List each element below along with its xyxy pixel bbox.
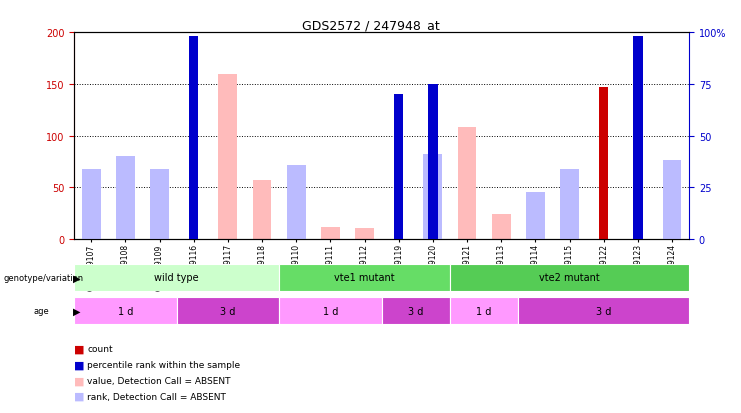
Bar <box>599 88 608 240</box>
Bar <box>450 297 518 324</box>
Text: 1 d: 1 d <box>476 306 492 316</box>
Bar <box>279 264 450 291</box>
Bar <box>82 169 101 240</box>
Bar <box>82 186 101 240</box>
Bar <box>355 228 374 240</box>
Text: ■: ■ <box>74 360 84 370</box>
Bar <box>321 227 340 240</box>
Bar <box>394 157 404 240</box>
Bar <box>526 192 545 240</box>
Text: 1 d: 1 d <box>322 306 338 316</box>
Bar <box>150 186 169 240</box>
Bar <box>560 169 579 240</box>
Bar <box>394 95 404 240</box>
Text: ■: ■ <box>74 391 84 401</box>
Bar <box>633 67 642 240</box>
Bar <box>518 297 689 324</box>
Bar <box>458 128 476 240</box>
Text: genotype/variation: genotype/variation <box>4 273 84 282</box>
Bar <box>150 169 169 240</box>
Bar <box>428 147 438 240</box>
Bar <box>287 165 305 240</box>
Text: ■: ■ <box>74 344 84 354</box>
Text: 3 d: 3 d <box>596 306 611 316</box>
Text: ▶: ▶ <box>73 273 80 283</box>
Text: ■: ■ <box>74 375 84 385</box>
Text: 1 d: 1 d <box>118 306 133 316</box>
Bar <box>633 37 642 240</box>
Bar <box>116 157 135 240</box>
Text: count: count <box>87 344 113 354</box>
Bar <box>662 164 682 240</box>
Bar <box>176 297 279 324</box>
Bar <box>116 174 135 240</box>
Bar <box>382 297 450 324</box>
Text: value, Detection Call = ABSENT: value, Detection Call = ABSENT <box>87 376 231 385</box>
Bar <box>189 37 199 240</box>
Bar <box>74 264 279 291</box>
Bar <box>189 87 199 240</box>
Bar <box>74 297 176 324</box>
Text: 3 d: 3 d <box>220 306 236 316</box>
Text: wild type: wild type <box>154 273 199 283</box>
Text: GDS2572 / 247948_at: GDS2572 / 247948_at <box>302 19 439 31</box>
Text: 3 d: 3 d <box>408 306 423 316</box>
Bar <box>219 74 237 240</box>
Bar <box>450 264 689 291</box>
Bar <box>560 188 579 240</box>
Bar <box>423 155 442 240</box>
Text: ▶: ▶ <box>73 306 80 316</box>
Text: percentile rank within the sample: percentile rank within the sample <box>87 360 241 369</box>
Bar <box>492 215 511 240</box>
Bar <box>279 297 382 324</box>
Bar <box>662 161 682 240</box>
Text: vte1 mutant: vte1 mutant <box>334 273 395 283</box>
Bar <box>428 85 438 240</box>
Text: age: age <box>33 306 49 316</box>
Bar <box>253 181 271 240</box>
Text: rank, Detection Call = ABSENT: rank, Detection Call = ABSENT <box>87 392 226 401</box>
Text: vte2 mutant: vte2 mutant <box>539 273 600 283</box>
